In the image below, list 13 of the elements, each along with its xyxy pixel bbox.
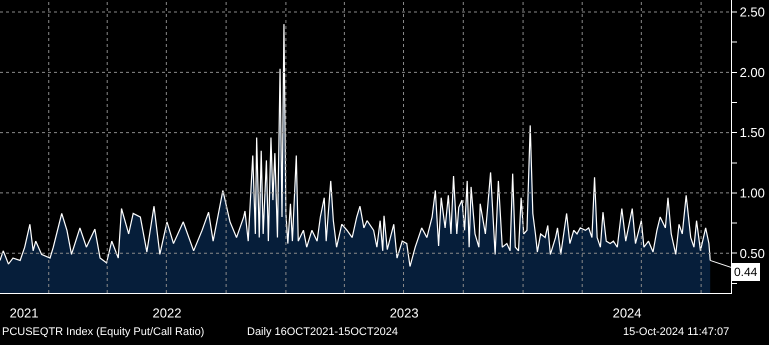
x-tick-label: 2023 [390, 306, 419, 321]
x-tick-label: 2024 [612, 306, 642, 321]
y-tick-label: 1.50 [740, 125, 765, 140]
x-tick-label: 2022 [152, 306, 182, 321]
y-tick-label: 0.50 [740, 246, 765, 261]
y-tick-label: 1.00 [740, 185, 765, 200]
y-tick-label: 2.50 [740, 4, 765, 20]
annotation: 0.44 [734, 265, 758, 279]
y-tick-label: 2.00 [740, 64, 765, 80]
text: 15-Oct-2024 11:47:07 [623, 326, 730, 338]
text: Daily 16OCT2021-15OCT2024 [247, 326, 398, 338]
x-tick-label: 2021 [10, 306, 38, 321]
text: PCUSEQTR Index (Equity Put/Call Ratio) [2, 326, 204, 338]
